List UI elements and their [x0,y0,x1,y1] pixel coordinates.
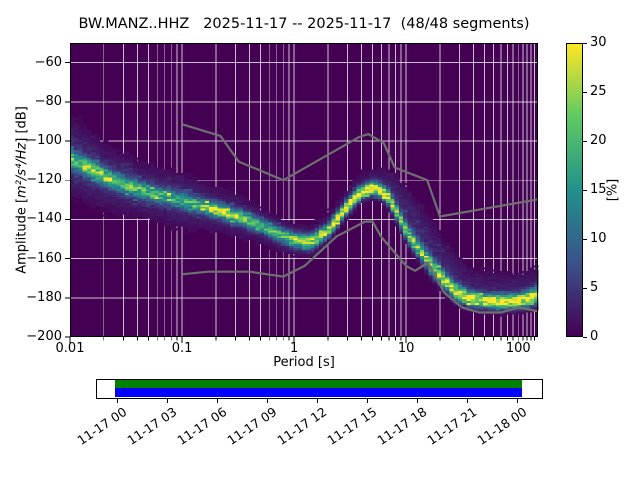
colorbar-tick-label: 15 [590,181,607,197]
colorbar-tick-label: 30 [590,34,607,50]
timeline-tick-mark [167,399,168,403]
nhnm-line [181,123,538,218]
x-tick-label: 0.01 [55,341,85,356]
colorbar-tick-mark [583,189,587,191]
timeline-tick-mark [467,399,468,403]
page-title: BW.MANZ..HHZ 2025-11-17 -- 2025-11-17 (4… [78,16,530,32]
y-tick-label: −120 [26,172,62,188]
x-tick-label: 100 [505,341,531,356]
colorbar-tick-label: 5 [590,279,599,295]
timeline-box [96,379,543,399]
timeline-tick-mark [417,399,418,403]
colorbar-tick-label: 0 [590,328,599,344]
colorbar-tick-mark [583,42,587,44]
y-tick-label: −160 [26,250,62,266]
y-tick-label: −180 [26,289,62,305]
timeline-date-label: 11-17 12 [274,404,330,448]
colorbar-tick-mark [583,91,587,93]
timeline-date-label: 11-17 00 [74,404,130,448]
colorbar-tick-mark [583,140,587,142]
y-axis-label: Amplitude [m²/s⁴/Hz] [dB] [15,106,30,274]
timeline-date-label: 11-17 15 [324,404,380,448]
y-tick-label: −60 [34,54,62,70]
timeline-tick-mark [517,399,518,403]
y-axis-label-units: m²/s⁴/Hz [14,142,30,198]
timeline-date-label: 11-18 00 [474,404,530,448]
y-tick-label: −140 [26,211,62,227]
timeline-date-label: 11-17 18 [374,404,430,448]
x-tick-label: 1 [289,341,299,356]
timeline-tick-mark [367,399,368,403]
timeline-tick-mark [317,399,318,403]
colorbar-label: [%] [605,178,621,202]
timeline-date-label: 11-17 06 [174,404,230,448]
timeline-tick-mark [267,399,268,403]
axis-ticks [65,62,536,343]
colorbar-tick-mark [583,336,587,338]
colorbar-tick-label: 25 [590,83,607,99]
colorbar-tick-label: 10 [590,230,607,246]
y-tick-label: −100 [26,133,62,148]
timeline-date-label: 11-17 03 [124,404,180,448]
timeline-date-label: 11-17 09 [224,404,280,448]
timeline-coverage-blue [115,388,522,397]
nlnm-line [181,220,538,314]
timeline-tick-mark [217,399,218,403]
y-tick-label: −80 [34,93,62,109]
x-axis-label: Period [s] [273,355,335,370]
timeline-coverage-green [115,380,522,388]
y-tick-label: −200 [26,329,62,344]
timeline-date-label: 11-17 21 [424,404,480,448]
x-tick-label: 10 [397,341,415,356]
psd-histogram [70,116,539,317]
colorbar-tick-mark [583,238,587,240]
noise-model-lines [181,123,538,314]
colorbar-tick-label: 20 [590,132,607,148]
x-tick-label: 0.1 [171,341,193,356]
psd-heatmap-plot [65,43,539,343]
timeline-tick-mark [117,399,118,403]
colorbar-tick-mark [583,287,587,289]
colorbar [566,43,583,337]
